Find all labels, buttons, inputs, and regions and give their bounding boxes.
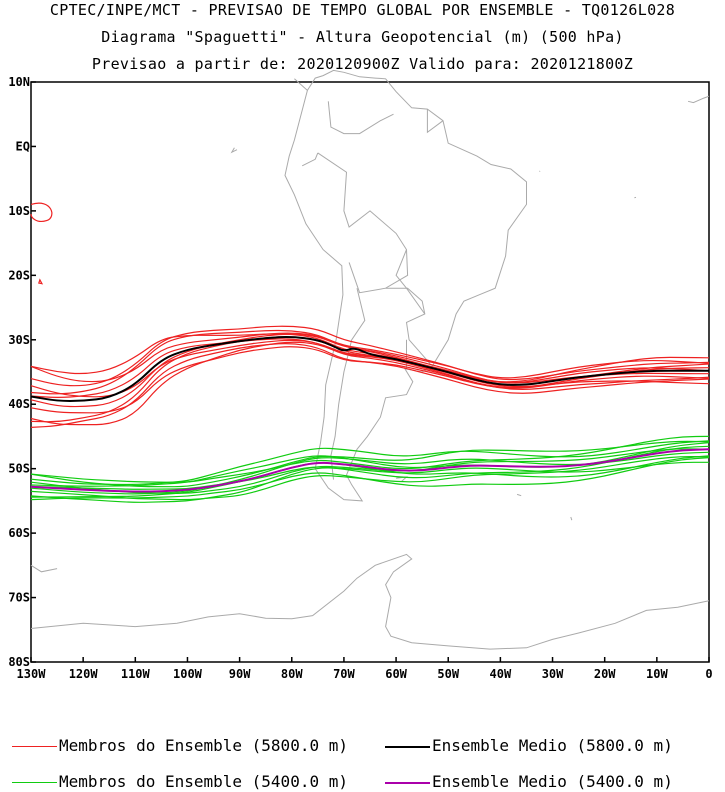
border-1 <box>327 101 394 135</box>
red-member-4 <box>30 336 710 423</box>
red-member-10 <box>30 332 710 383</box>
lat-label: 80S <box>8 655 30 669</box>
title-line-1: CPTEC/INPE/MCT - PREVISAO DE TEMPO GLOBA… <box>49 1 676 19</box>
lon-label: 60W <box>385 667 407 681</box>
lat-label: 10S <box>8 204 30 218</box>
lat-label: 10N <box>8 75 30 89</box>
legend-green-members: Membros do Ensemble (5400.0 m) <box>12 772 348 791</box>
legend-purple-mean: Ensemble Medio (5400.0 m) <box>385 772 673 791</box>
lat-label: 70S <box>8 591 30 605</box>
island-0 <box>30 564 58 573</box>
island-5 <box>539 170 541 172</box>
red-closed-contour-2 <box>38 278 44 285</box>
lon-label: 70W <box>333 667 355 681</box>
lat-label: 30S <box>8 333 30 347</box>
red-member-2 <box>30 346 710 414</box>
legend-red-label: Membros do Ensemble (5800.0 m) <box>59 736 348 755</box>
lat-label: EQ <box>16 139 30 153</box>
red-member-6 <box>30 339 710 398</box>
lon-label: 80W <box>281 667 303 681</box>
red-closed-contour-1 <box>30 202 53 222</box>
lon-label: 50W <box>437 667 459 681</box>
green-member-11 <box>30 440 710 486</box>
lon-labels: 130W 120W 110W 100W 90W 80W 70W 60W 50W 40W 30W 20W… <box>17 667 713 681</box>
axis-ticks <box>30 81 710 663</box>
lon-label: 20W <box>594 667 616 681</box>
lon-label: 120W <box>69 667 99 681</box>
lat-label: 20S <box>8 268 30 282</box>
spaghetti-map: 10N EQ 10S 20S 30S 40S 50S 60S 70S 80S 130W 120W 11… <box>8 69 713 681</box>
border-0 <box>317 152 409 294</box>
legend-purple-swatch <box>385 781 430 784</box>
green-member-9 <box>30 435 710 483</box>
lon-label: 90W <box>229 667 251 681</box>
legend-purple-label: Ensemble Medio (5400.0 m) <box>432 772 673 791</box>
lon-label: 110W <box>121 667 151 681</box>
green-members <box>30 435 710 503</box>
mean-line-5400 <box>30 448 710 493</box>
red-member-11 <box>30 325 710 387</box>
island-2 <box>516 493 522 497</box>
island-3 <box>570 516 573 521</box>
lon-label: 30W <box>542 667 564 681</box>
border-2 <box>330 288 366 480</box>
legend-green-label: Membros do Ensemble (5400.0 m) <box>59 772 348 791</box>
legend-green-swatch <box>12 782 57 783</box>
title-line-2: Diagrama "Spaguetti" - Altura Geopotenci… <box>101 28 624 46</box>
coast-antarctica <box>30 553 710 650</box>
red-member-5 <box>30 338 710 398</box>
border-7 <box>426 109 444 134</box>
lon-label: 100W <box>173 667 203 681</box>
legend-black-mean: Ensemble Medio (5800.0 m) <box>385 736 673 755</box>
legend-black-swatch <box>385 745 430 748</box>
lat-label: 50S <box>8 462 30 476</box>
red-member-3 <box>30 341 710 426</box>
lat-labels: 10N EQ 10S 20S 30S 40S 50S 60S 70S 80S <box>8 75 30 669</box>
lon-label: 10W <box>646 667 668 681</box>
green-member-10 <box>30 440 710 488</box>
green-member-2 <box>30 455 710 501</box>
plot-frame <box>30 81 710 663</box>
legend-black-label: Ensemble Medio (5800.0 m) <box>432 736 673 755</box>
legend-red-swatch <box>12 746 57 747</box>
island-7 <box>687 95 710 104</box>
green-member-3 <box>30 461 709 503</box>
legend-red-members: Membros do Ensemble (5800.0 m) <box>12 736 348 755</box>
mean-line-5800 <box>30 336 709 403</box>
border-4 <box>395 249 426 315</box>
red-member-9 <box>30 333 710 383</box>
border-5 <box>301 152 319 167</box>
lon-label: 0 <box>705 667 712 681</box>
lat-label: 40S <box>8 397 30 411</box>
title-line-3: Previsao a partir de: 2020120900Z Valido… <box>91 55 634 73</box>
lat-label: 60S <box>8 526 30 540</box>
island-6 <box>230 147 238 154</box>
lon-label: 40W <box>490 667 512 681</box>
green-member-5 <box>30 445 710 490</box>
lon-label: 130W <box>17 667 47 681</box>
